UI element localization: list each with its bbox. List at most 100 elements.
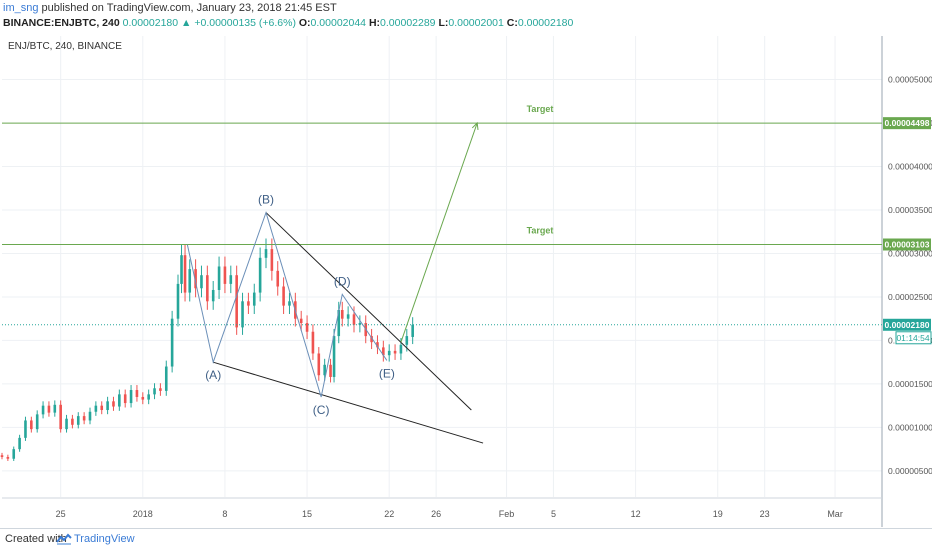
candle-body (71, 418, 74, 425)
chart-title: ENJ/BTC, 240, BINANCE (8, 41, 122, 52)
candle-body (258, 257, 262, 293)
countdown-tag (895, 331, 932, 345)
candle-body (370, 336, 373, 343)
candle-body (30, 420, 33, 430)
candle-body (100, 405, 104, 411)
y-tick-label: 0.00002500 (888, 292, 932, 302)
candle-body (241, 301, 244, 328)
candle-body (112, 401, 115, 407)
tradingview-brand-link[interactable]: TradingView (74, 533, 135, 545)
candle-body (332, 336, 336, 377)
candle-body (76, 416, 80, 425)
candle-body (311, 331, 315, 354)
projection-arrow-head-icon (471, 121, 479, 130)
current-price-tag (883, 318, 931, 331)
projection-arrow-line (400, 122, 478, 343)
candle-body (170, 318, 174, 367)
candle-body (382, 347, 385, 356)
candle-body (123, 394, 127, 404)
low-label: L: (438, 17, 449, 29)
target-price-tag (883, 117, 931, 130)
x-tick-label: 2018 (133, 509, 153, 519)
candle-body (305, 323, 309, 332)
candle-body (159, 388, 162, 391)
wave-point-label: (B) (258, 193, 274, 207)
candle-body (282, 286, 285, 306)
candle-body (147, 394, 150, 400)
x-tick-label: 26 (431, 509, 441, 519)
x-tick-label: 15 (302, 509, 312, 519)
candle-body (399, 344, 403, 354)
candle-body (299, 318, 303, 324)
candle-body (12, 449, 16, 459)
candle-body (247, 301, 250, 306)
candle-body (141, 396, 145, 400)
publish-line: im_sng published on TradingView.com, Jan… (3, 2, 337, 14)
candle-body (387, 350, 391, 356)
y-tick-label: 0.00004000 (888, 161, 932, 171)
footer: Created with TradingView (0, 528, 932, 551)
chart-area[interactable]: 0.000050000.000045000.000040000.00003500… (0, 32, 932, 528)
wave-point-label: (A) (205, 368, 221, 382)
candle-body (276, 270, 280, 287)
candle-body (18, 437, 21, 450)
candle-body (82, 416, 86, 421)
x-tick-label: 12 (631, 509, 641, 519)
x-tick-label: 8 (222, 509, 227, 519)
candle-body (358, 323, 362, 325)
candle-body (264, 249, 268, 258)
candle-body (340, 309, 344, 319)
candle-body (65, 418, 68, 430)
open-value: 0.00002044 (310, 17, 367, 29)
candle-body (183, 255, 187, 293)
candle-body (217, 266, 221, 290)
candle-body (53, 404, 57, 413)
candle-body (6, 456, 10, 459)
candle-body (176, 283, 180, 319)
candle-body (35, 414, 39, 430)
x-tick-label: Feb (499, 509, 515, 519)
x-tick-label: 23 (760, 509, 770, 519)
x-tick-label: 19 (713, 509, 723, 519)
y-tick-label: 0.00003500 (888, 205, 932, 215)
candle-body (337, 309, 341, 337)
wave-pattern-line (186, 210, 388, 398)
price-chart[interactable]: 0.000050000.000045000.000040000.00003500… (0, 32, 932, 528)
candle-body (270, 249, 274, 271)
candle-body (24, 420, 27, 438)
countdown-tag-text: 01:14:54 (896, 333, 929, 343)
candle-body (164, 366, 168, 391)
change-value: +0.00000135 (+6.6%) (194, 17, 296, 29)
target-price-tag-text: 0.00004498 (885, 118, 930, 128)
target-price-tag-text: 0.00003103 (885, 239, 930, 249)
candle-body (41, 405, 45, 415)
symbol-label: BINANCE:ENJBTC, 240 (3, 17, 120, 29)
x-tick-label: 22 (384, 509, 394, 519)
y-tick-label: 0.00001500 (888, 379, 932, 389)
ohlc-line: BINANCE:ENJBTC, 240 0.00002180 ▲ +0.0000… (3, 17, 573, 29)
close-label: C: (506, 17, 518, 29)
y-tick-label: 0.00003000 (888, 248, 932, 258)
high-value: 0.00002289 (380, 17, 436, 29)
candle-body (94, 405, 98, 412)
last-price: 0.00002180 (122, 17, 179, 29)
candle-body (376, 342, 379, 348)
candle-body (188, 269, 192, 293)
x-tick-label: 5 (551, 509, 556, 519)
x-tick-label: 25 (56, 509, 66, 519)
candle-body (411, 324, 414, 337)
candle-body (317, 353, 321, 376)
author-link[interactable]: im_sng (3, 2, 39, 14)
candle-body (252, 292, 256, 306)
y-tick-label: 0.00005000 (888, 74, 932, 84)
candle-body (0, 455, 4, 457)
wedge-upper-line (265, 212, 472, 411)
published-text: published on TradingView.com, January 23… (41, 2, 337, 14)
created-with-text: Created with (5, 533, 67, 545)
candle-body (106, 401, 109, 411)
candle-body (323, 364, 326, 376)
wave-point-label: (D) (334, 274, 351, 288)
candle-body (211, 289, 215, 302)
high-label: H: (368, 17, 381, 29)
candle-body (47, 405, 51, 413)
